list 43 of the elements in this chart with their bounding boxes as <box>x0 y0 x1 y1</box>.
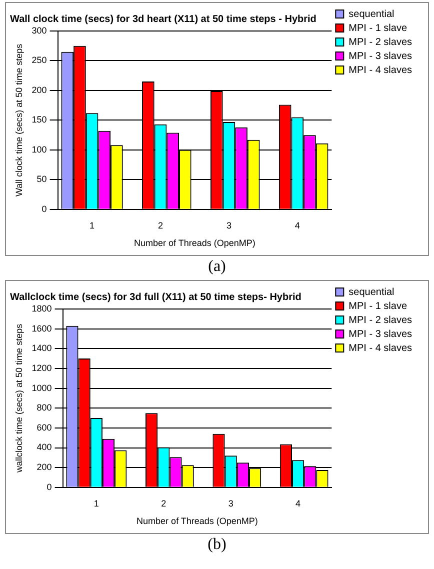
y-axis-title: Wall clock time (secs) at 50 time steps <box>14 43 24 197</box>
legend-label: MPI - 2 slaves <box>348 314 412 326</box>
chart-title: Wall clock time (secs) for 3d heart (X11) at 50 time steps - Hybrid <box>10 14 316 25</box>
y-tick-label: 400 <box>36 442 52 452</box>
y-tick-label: 50 <box>36 174 47 184</box>
y-tick-label: 250 <box>32 55 47 66</box>
legend-label: MPI - 4 slaves <box>348 64 412 76</box>
y-tick-label: 0 <box>42 204 47 214</box>
legend-label: MPI - 1 slave <box>348 22 408 34</box>
x-tick-label: 1 <box>90 220 95 230</box>
legend-label: MPI - 1 slave <box>348 300 408 312</box>
y-tick-label: 0 <box>46 482 52 492</box>
y-tick-label: 600 <box>36 422 52 432</box>
y-tick-label: 1400 <box>32 343 52 354</box>
y-tick-label: 800 <box>36 402 52 413</box>
x-axis-title: Number of Threads (OpenMP) <box>134 238 256 248</box>
text: (a) <box>207 257 227 277</box>
legend-label: MPI - 2 slaves <box>348 36 412 48</box>
y-tick-label: 100 <box>32 144 47 154</box>
chart-title: Wallclock time (secs) for 3d full (X11) at 50 time steps- Hybrid <box>10 292 302 303</box>
y-tick-label: 1000 <box>32 382 52 393</box>
legend-label: MPI - 4 slaves <box>348 342 412 354</box>
x-tick-label: 2 <box>161 498 166 508</box>
y-axis-title: wallclock time (secs) at 50 time steps <box>14 323 24 474</box>
y-tick-label: 300 <box>32 25 47 36</box>
x-tick-label: 3 <box>226 220 232 230</box>
x-tick-label: 3 <box>228 498 234 508</box>
y-tick-label: 200 <box>32 84 47 95</box>
y-tick-label: 150 <box>32 114 47 125</box>
legend-label: MPI - 3 slaves <box>348 328 412 340</box>
y-tick-label: 1200 <box>32 362 52 373</box>
legend-label: MPI - 3 slaves <box>348 50 412 62</box>
x-tick-label: 2 <box>158 220 164 230</box>
x-axis-title: Number of Threads (OpenMP) <box>136 516 258 526</box>
y-tick-label: 200 <box>36 462 52 472</box>
legend-label: sequential <box>348 286 394 298</box>
y-tick-label: 1600 <box>32 323 52 334</box>
text: (b) <box>206 535 228 555</box>
y-tick-label: 1800 <box>32 303 52 314</box>
x-tick-label: 4 <box>296 498 301 508</box>
legend-label: sequential <box>348 8 394 20</box>
x-tick-label: 1 <box>94 498 99 508</box>
x-tick-label: 4 <box>294 220 300 230</box>
